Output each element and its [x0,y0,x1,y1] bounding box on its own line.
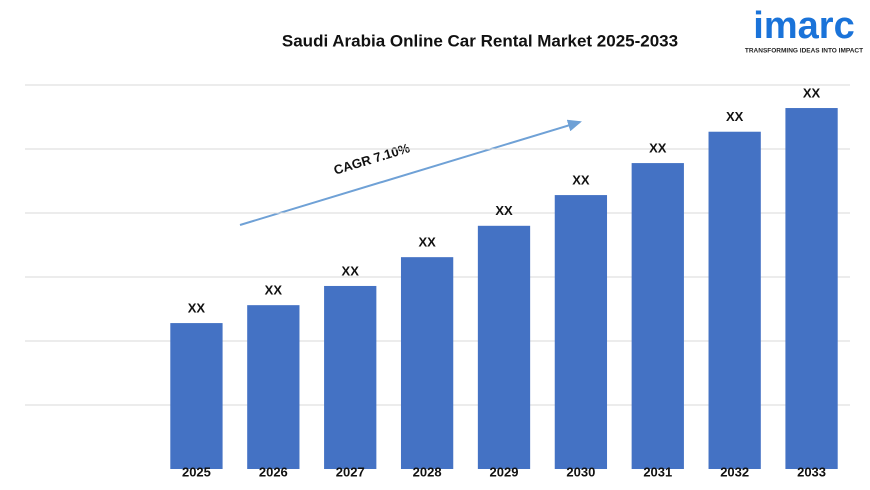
value-label: XX [803,85,821,100]
bar [554,195,608,469]
x-tick-label: 2031 [643,464,672,479]
x-tick-label: 2032 [720,464,749,479]
bar [324,285,377,469]
bar [400,257,454,469]
value-label: XX [188,301,206,316]
bar [708,131,761,469]
x-tick-label: 2030 [566,464,595,479]
bar [477,225,531,469]
chart-title: Saudi Arabia Online Car Rental Market 20… [282,31,678,50]
x-tick-label: 2025 [182,464,211,479]
x-tick-label: 2029 [490,464,519,479]
logo-name: imarc [753,5,854,47]
value-label: XX [418,235,436,250]
x-tick-label: 2033 [797,464,826,479]
bar [170,323,223,469]
bar [631,163,684,469]
bar [247,305,300,469]
value-label: XX [649,141,667,156]
value-label: XX [572,173,590,188]
cagr-arrow [239,119,582,226]
logo-tagline: TRANSFORMING IDEAS INTO IMPACT [745,48,863,55]
annotation: CAGR 7.10% [332,140,412,177]
value-label: XX [342,263,360,278]
bar [785,108,838,469]
x-tick-label: 2027 [336,464,365,479]
x-tick-label: 2028 [413,464,442,479]
value-label: XX [495,203,513,218]
x-tick-label: 2026 [259,464,288,479]
value-label: XX [265,283,283,298]
value-label: XX [726,109,744,124]
